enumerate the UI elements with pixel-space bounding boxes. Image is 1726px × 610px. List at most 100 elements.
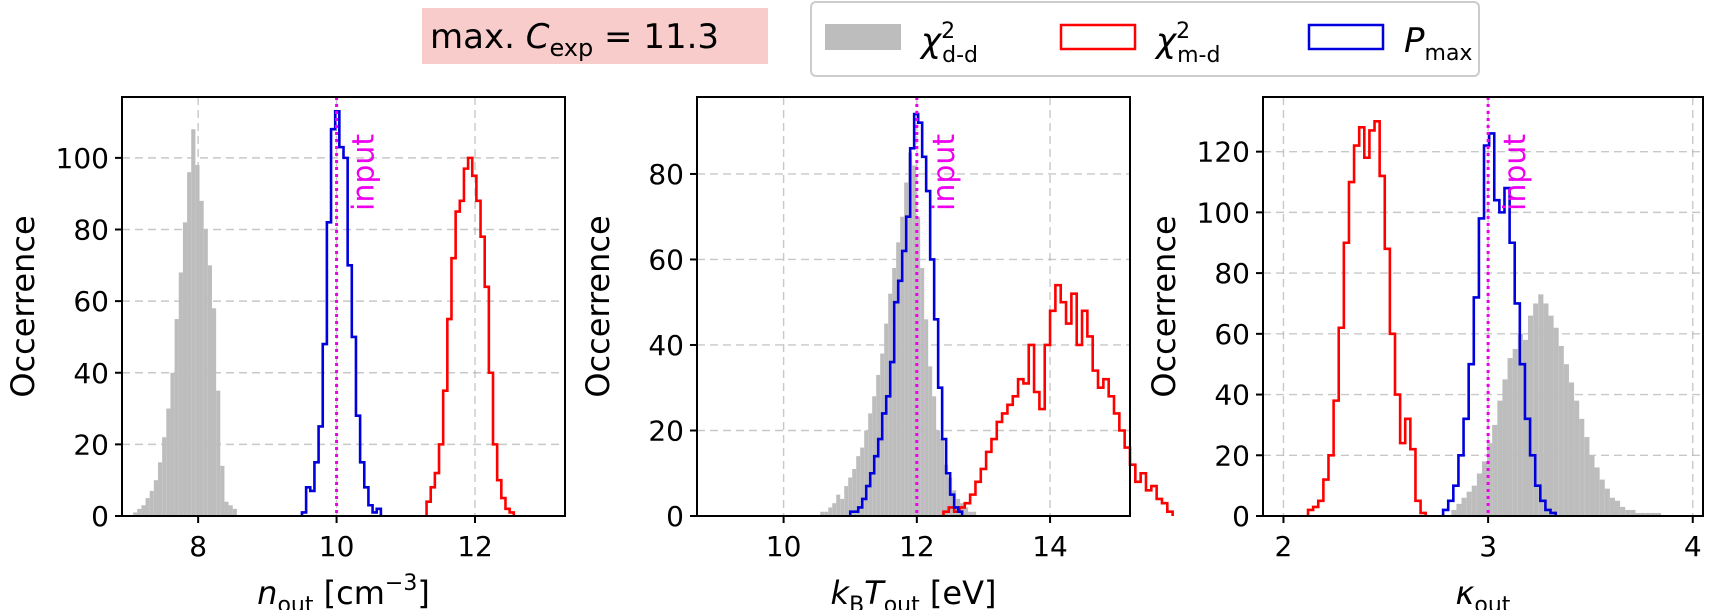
histogram-bar: [832, 503, 837, 516]
histogram-step: [942, 283, 1174, 516]
x-tick-label: 3: [1479, 530, 1497, 563]
histogram-bar: [856, 456, 861, 516]
x-label-subscript: out: [277, 593, 313, 610]
histogram-bar: [848, 477, 853, 516]
histogram-bar: [1517, 333, 1523, 516]
x-label-unit: [cm: [313, 574, 384, 610]
legend-frame: [810, 1, 1480, 77]
axes-frame: [696, 96, 1131, 517]
histogram-bar: [840, 498, 845, 516]
y-tick-label: 120: [1197, 136, 1250, 169]
input-label: input: [927, 134, 962, 211]
x-tick-label: 14: [1032, 530, 1068, 563]
histogram-bar: [1492, 424, 1498, 516]
histogram-bar: [1553, 327, 1559, 516]
y-tick-label: 40: [648, 329, 684, 362]
histogram-bar: [1620, 506, 1626, 516]
input-label: input: [1498, 134, 1533, 211]
legend-label: χ2 d-d: [919, 19, 978, 68]
histogram-bar: [1655, 512, 1662, 516]
y-tick-label: 20: [648, 414, 684, 447]
histogram-bar: [900, 216, 905, 516]
y-tick-label: 40: [1214, 379, 1250, 412]
legend-label: χ2 m-d: [1154, 19, 1220, 68]
histogram-bar: [1451, 509, 1457, 516]
histogram-bar: [924, 319, 929, 516]
histogram-bar: [216, 390, 221, 516]
info-box-subscript: exp: [549, 34, 593, 62]
y-tick-label: 80: [648, 158, 684, 191]
histogram-bar: [896, 242, 901, 516]
series-P_max: [848, 112, 964, 516]
y-tick-label: 60: [1214, 318, 1250, 351]
y-axis-label: Occerrence: [1145, 215, 1183, 397]
x-label-symbol: T: [864, 574, 886, 610]
x-tick-label: 10: [319, 530, 355, 563]
histogram-bar: [932, 396, 937, 516]
histogram-bar: [203, 229, 208, 516]
x-tick-label: 12: [899, 530, 935, 563]
info-box-prefix: max.: [430, 17, 526, 57]
legend-subscript: m-d: [1177, 43, 1220, 68]
histogram-bar: [1481, 461, 1488, 516]
histogram-bar: [170, 372, 175, 516]
histogram-bar: [1599, 479, 1605, 516]
histogram-bar: [207, 265, 212, 516]
y-tick-label: 80: [73, 214, 109, 247]
histogram-step: [1441, 132, 1557, 516]
series-χ²_m-d: [942, 283, 1174, 516]
histogram-bar: [1507, 358, 1513, 516]
legend-swatch: [1307, 23, 1385, 51]
histogram-bar: [828, 507, 833, 516]
histogram-bar: [860, 447, 865, 516]
x-label-symbol: κ: [1456, 574, 1475, 610]
panel-2: input 10 12 14 0 20 40 60 80 Occerrence kBTout [eV…: [579, 96, 1174, 610]
histogram-bar: [960, 503, 965, 516]
histogram-bar: [1543, 303, 1549, 516]
histogram-bar: [133, 512, 138, 516]
series-P_max: [300, 110, 383, 516]
histogram-bar: [1456, 503, 1462, 516]
histogram-bar: [211, 308, 217, 516]
axes-frame: [1262, 96, 1704, 517]
legend-symbol: P: [1404, 21, 1425, 61]
histogram-bar: [1533, 303, 1539, 516]
histogram-bar: [145, 498, 150, 516]
histogram-bar: [220, 465, 225, 516]
y-tick-label: 60: [648, 243, 684, 276]
info-box-background: [422, 8, 768, 64]
histogram-bar: [1594, 467, 1600, 516]
histogram-bar: [228, 505, 233, 516]
y-axis-label: Occerrence: [4, 215, 42, 397]
histogram-bar: [964, 507, 969, 516]
x-label-subscript: out: [884, 593, 920, 610]
info-box-symbol: C: [526, 17, 550, 57]
panel-1: input 8 10 12 0 20 40 60 80 100 Occerrence nout [cm…: [4, 96, 566, 610]
histogram-bar: [1548, 315, 1554, 516]
legend-subscript: max: [1425, 41, 1473, 66]
legend: χ2 d-d χ2 m-d Pmax: [810, 1, 1480, 77]
x-tick-label: 4: [1684, 530, 1702, 563]
histogram-bar: [1471, 485, 1477, 516]
histogram-bar: [916, 216, 921, 516]
histogram-bar: [195, 165, 200, 517]
histogram-bar: [1497, 400, 1503, 516]
series-χ²_m-d: [425, 156, 516, 516]
histogram-bar: [1487, 443, 1493, 516]
histogram-bar: [1625, 509, 1631, 516]
histogram-bar: [908, 152, 913, 516]
histogram-bar: [968, 511, 973, 516]
histogram-bar: [1615, 500, 1621, 516]
histogram-bar: [1476, 473, 1482, 516]
legend-superscript: 2: [941, 19, 955, 44]
histogram-bar: [824, 511, 829, 516]
x-label-symbol: k: [831, 574, 851, 610]
y-tick-label: 60: [73, 285, 109, 318]
histogram-bar: [1630, 509, 1636, 516]
x-label-unit-superscript: −3: [385, 571, 417, 596]
histogram-bar: [141, 505, 146, 516]
histogram-bar: [920, 268, 925, 516]
histogram-bar: [936, 430, 941, 516]
histogram-bar: [149, 490, 154, 516]
